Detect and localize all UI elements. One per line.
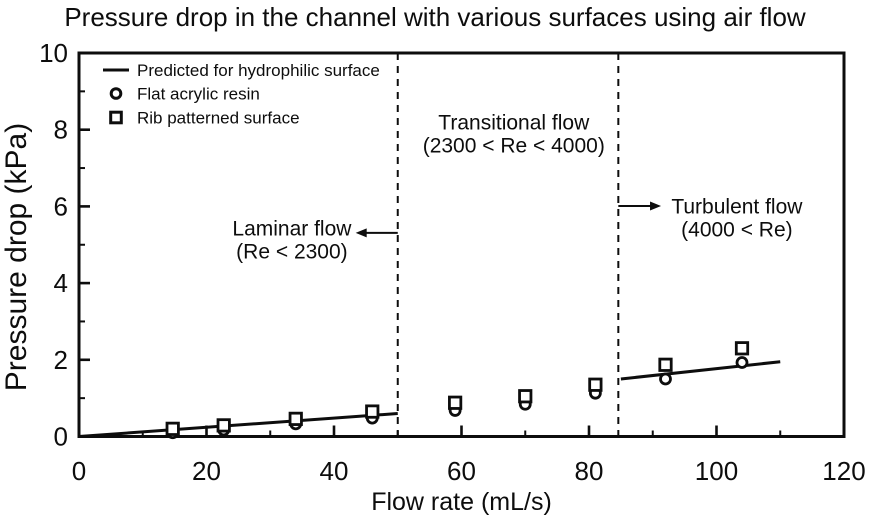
data-point-circle (735, 356, 749, 369)
data-point-square (216, 418, 231, 433)
data-point-square (518, 389, 533, 404)
x-tick-label: 100 (695, 456, 738, 486)
y-tick-label: 10 (39, 38, 68, 68)
transitional-flow-label: (2300 < Re < 4000) (423, 135, 605, 158)
predicted-line-segment-1 (78, 411, 398, 438)
predicted-line-segment-2 (620, 360, 781, 381)
data-point-square (658, 357, 673, 372)
laminar-flow-label: Laminar flow (232, 217, 352, 240)
x-tick-label: 0 (72, 456, 86, 486)
y-tick-label: 4 (54, 268, 68, 298)
data-point-square (448, 395, 463, 410)
y-tick-label: 6 (54, 191, 68, 221)
data-point-square (288, 411, 303, 426)
x-tick-label: 80 (575, 456, 604, 486)
turbulent-flow-arrow-head (650, 201, 662, 211)
turbulent-flow-label: (4000 < Re) (681, 219, 792, 242)
y-axis-title: Pressure drop (kPa) (0, 123, 33, 391)
x-tick-label: 20 (192, 456, 221, 486)
x-axis-title: Flow rate (mL/s) (371, 488, 552, 516)
x-tick-label: 60 (447, 456, 476, 486)
y-tick-label: 8 (54, 115, 68, 145)
legend-label: Flat acrylic resin (137, 85, 260, 104)
y-tick-label: 0 (54, 422, 68, 452)
data-point-square (165, 421, 180, 436)
data-point-square (588, 377, 603, 392)
transitional-flow-label: Transitional flow (438, 112, 590, 135)
y-tick-label: 2 (54, 345, 68, 375)
x-tick-label: 120 (822, 456, 865, 486)
turbulent-flow-label: Turbulent flow (671, 196, 803, 219)
chart-title: Pressure drop in the channel with variou… (64, 2, 806, 32)
x-tick-label: 40 (320, 456, 349, 486)
legend-label: Rib patterned surface (137, 109, 300, 128)
data-point-square (365, 404, 380, 419)
legend-label: Predicted for hydrophilic surface (137, 61, 380, 80)
data-point-circle (659, 372, 672, 386)
laminar-flow-label: (Re < 2300) (236, 240, 347, 263)
legend-circle-sample (109, 87, 123, 100)
data-point-square (734, 341, 750, 356)
legend-square-sample (109, 110, 123, 125)
laminar-flow-arrow-head (355, 228, 367, 238)
